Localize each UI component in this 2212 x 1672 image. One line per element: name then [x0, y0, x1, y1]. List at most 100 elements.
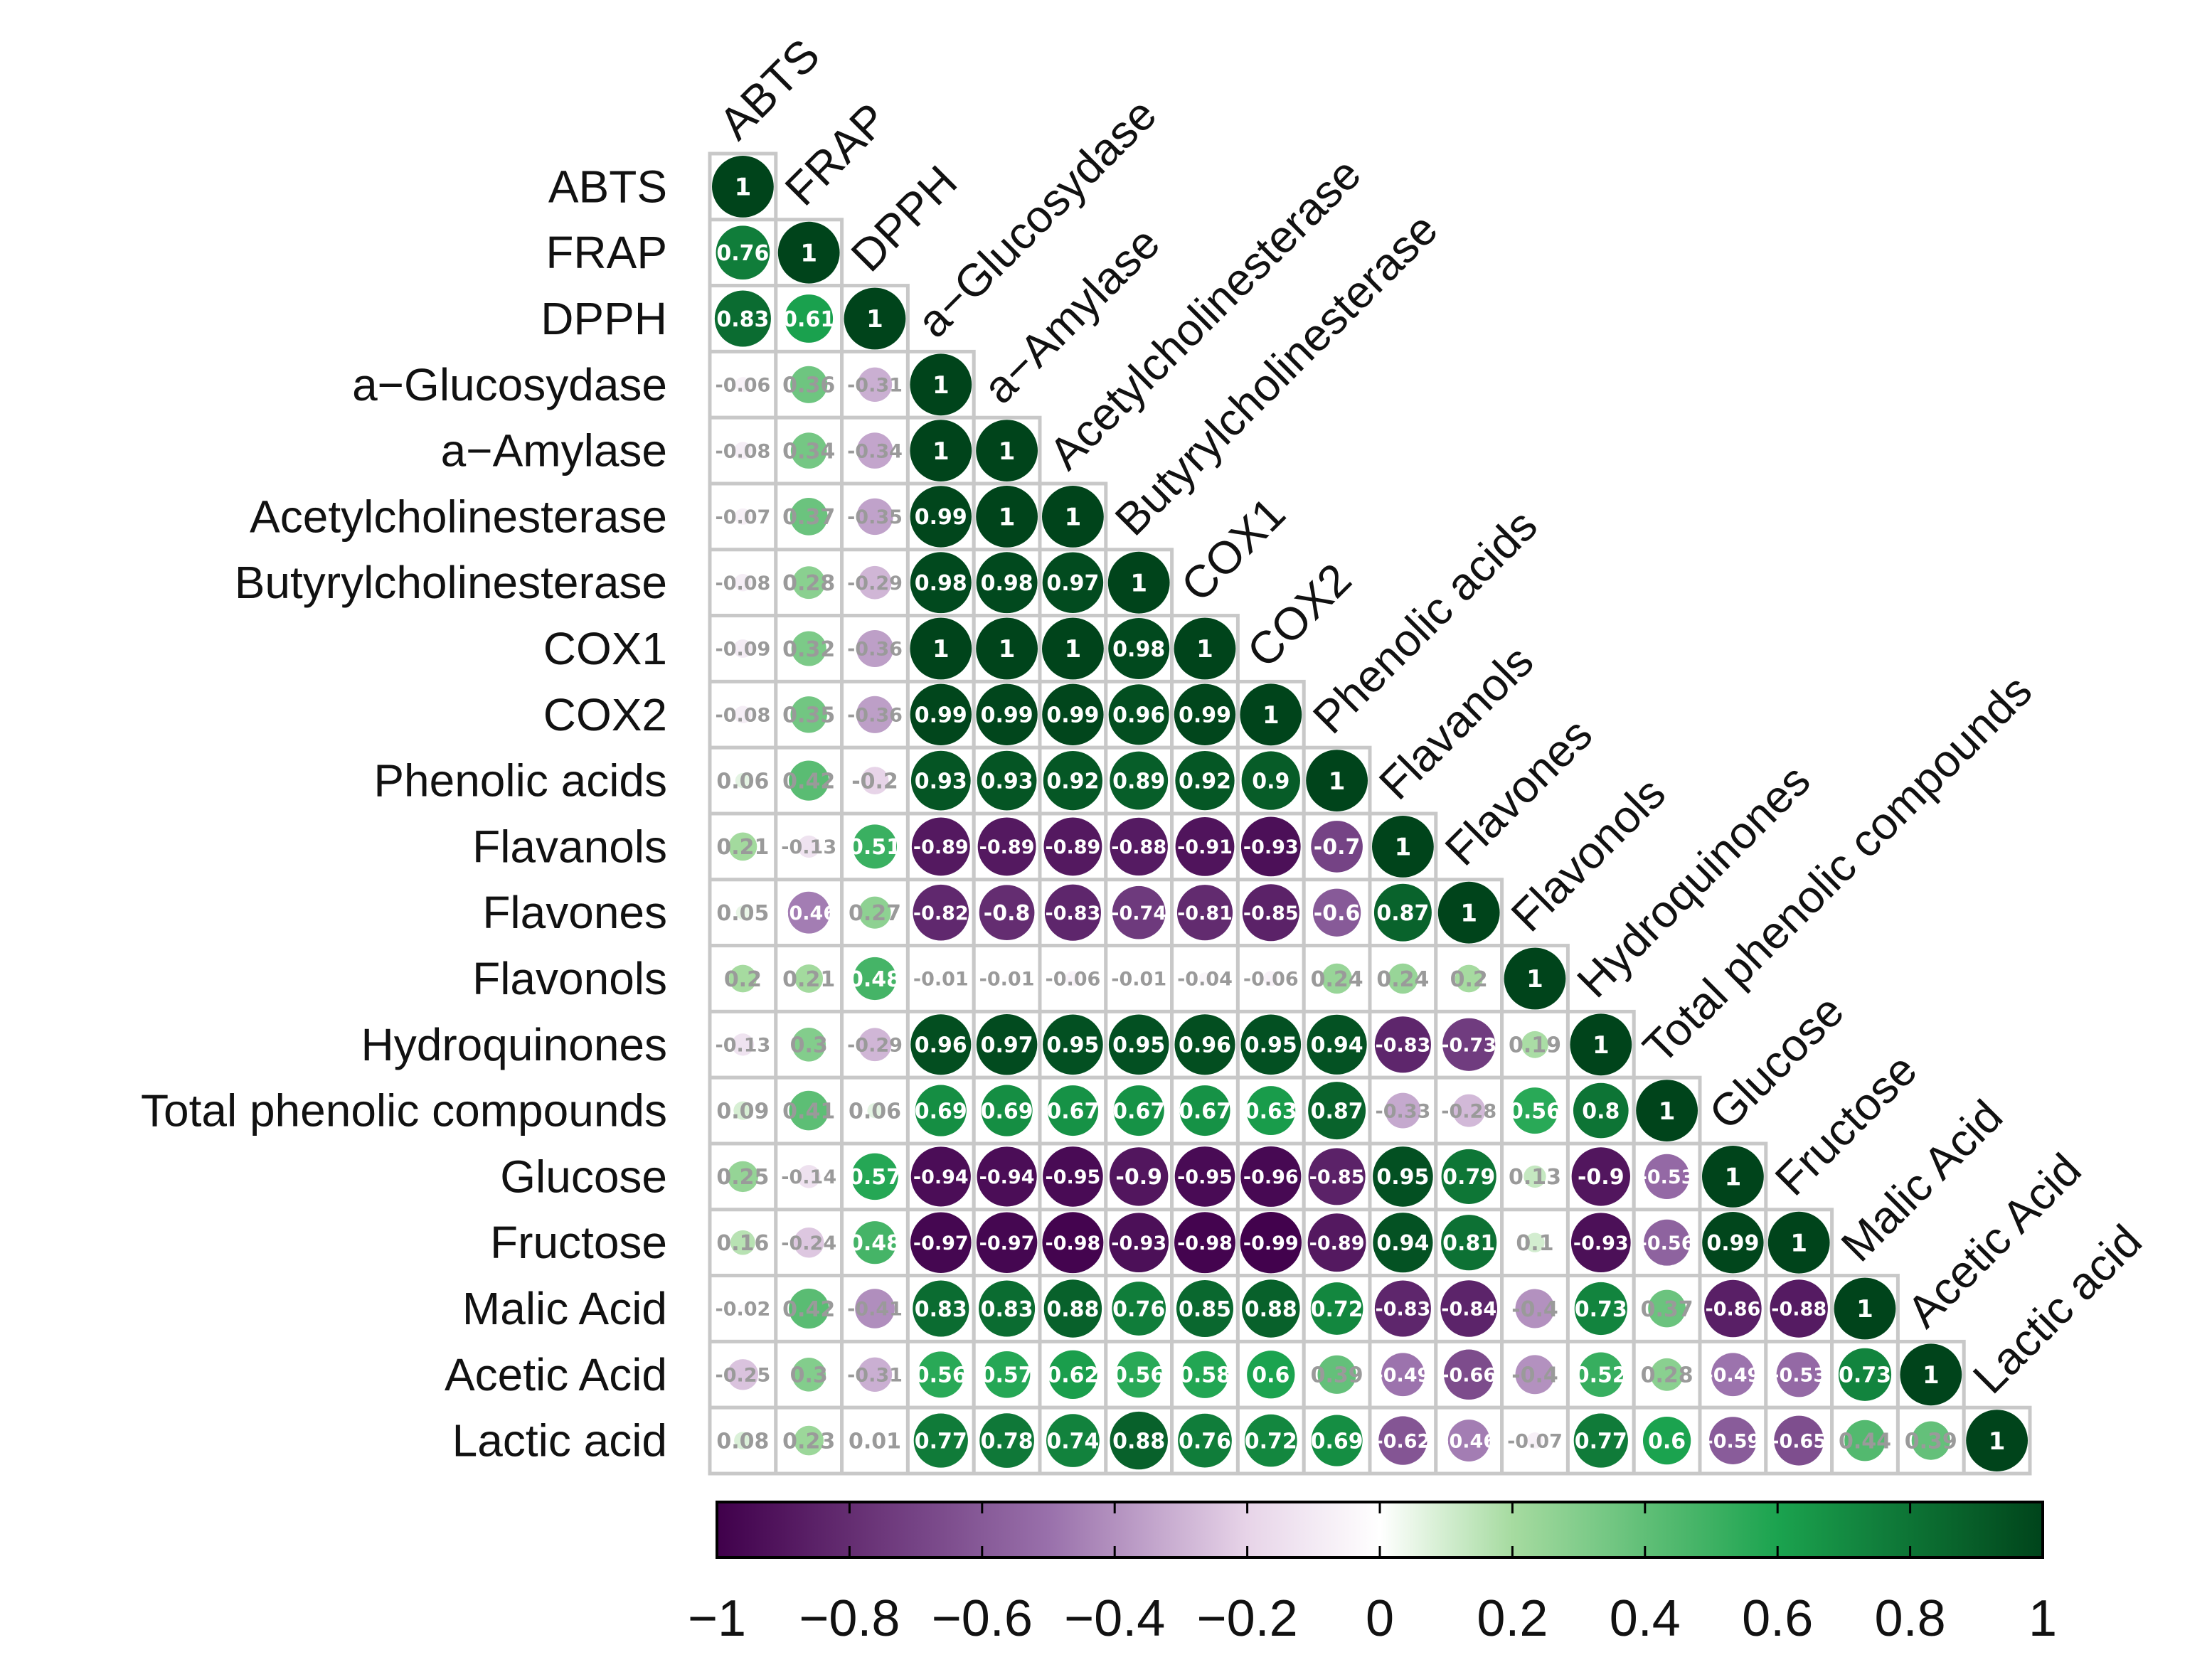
correlation-value: 0.37 — [782, 505, 835, 530]
correlation-circle — [1242, 1279, 1300, 1338]
correlation-circle — [734, 1432, 752, 1449]
correlation-value: -0.4 — [1511, 1363, 1558, 1388]
row-label: Malic Acid — [462, 1283, 667, 1334]
column-label: FRAP — [775, 93, 898, 215]
correlation-value: 0.61 — [782, 307, 835, 332]
correlation-value: 0.81 — [1442, 1231, 1495, 1256]
correlation-value: 0.27 — [849, 901, 901, 926]
correlation-value: 0.72 — [1245, 1429, 1297, 1454]
correlation-circle — [1065, 971, 1081, 986]
correlation-circle — [712, 156, 774, 218]
correlation-circle — [1174, 1014, 1235, 1075]
matrix-cell — [708, 1339, 778, 1410]
correlation-circle — [1966, 1410, 2028, 1471]
correlation-circle — [910, 750, 971, 811]
matrix-cell — [708, 1405, 778, 1476]
correlation-circle — [789, 1288, 829, 1329]
correlation-circle — [1247, 1351, 1295, 1399]
correlation-value: 0.39 — [1311, 1363, 1363, 1388]
correlation-value: -0.93 — [1111, 1232, 1166, 1255]
column-label: a−Glucosydase — [907, 88, 1166, 347]
correlation-value: -0.94 — [979, 1166, 1035, 1188]
correlation-value: 0.95 — [1245, 1033, 1297, 1058]
correlation-value: 0.52 — [1575, 1363, 1627, 1388]
correlation-circle — [1043, 750, 1103, 811]
correlation-circle — [793, 1227, 824, 1258]
correlation-circle — [1322, 963, 1352, 994]
row-label: ABTS — [548, 161, 667, 212]
correlation-circle — [1308, 1082, 1366, 1140]
correlation-value: 0.96 — [915, 1033, 967, 1058]
correlation-circle — [1570, 1013, 1632, 1076]
correlation-value: -0.89 — [1045, 836, 1100, 858]
correlation-circle — [1179, 1085, 1230, 1136]
correlation-value: 0.06 — [849, 1099, 901, 1124]
correlation-value: 0.72 — [1311, 1297, 1363, 1322]
correlation-value: 0.99 — [915, 703, 967, 728]
correlation-value: -0.28 — [1441, 1100, 1496, 1122]
correlation-circle — [1042, 486, 1104, 548]
correlation-value: 0.57 — [981, 1363, 1033, 1388]
correlation-value: -0.83 — [1375, 1035, 1430, 1057]
correlation-circle — [1770, 1279, 1828, 1338]
correlation-circle — [1115, 1351, 1162, 1398]
correlation-value: 0.48 — [849, 1231, 901, 1256]
correlation-circle — [735, 377, 751, 393]
correlation-value: -0.09 — [715, 639, 770, 661]
correlation-circle — [792, 566, 826, 600]
correlation-value: -0.74 — [1111, 902, 1166, 925]
correlation-circle — [855, 1289, 895, 1328]
correlation-circle — [1642, 1416, 1691, 1465]
correlation-circle — [790, 432, 827, 469]
correlation-circle — [976, 486, 1038, 548]
correlation-circle — [856, 498, 893, 536]
correlation-circle — [734, 573, 752, 592]
correlation-circle — [1648, 1289, 1686, 1328]
row-label: FRAP — [546, 227, 667, 278]
correlation-value: 0.9 — [1252, 769, 1290, 794]
correlation-circle — [1702, 1212, 1764, 1274]
correlation-circle — [1776, 1352, 1822, 1397]
colorbar-tick-label: −0.2 — [1197, 1590, 1298, 1647]
correlation-value: 0.09 — [716, 1099, 769, 1124]
correlation-circle — [1573, 1413, 1628, 1468]
correlation-value: 0.95 — [1112, 1033, 1165, 1058]
correlation-circle — [853, 824, 897, 869]
correlation-circle — [976, 683, 1038, 745]
correlation-circle — [1521, 1031, 1548, 1058]
correlation-value: 1 — [999, 504, 1016, 532]
correlation-value: -0.83 — [1045, 902, 1100, 925]
correlation-circle — [1838, 1348, 1892, 1401]
correlation-circle — [1113, 1085, 1164, 1136]
correlation-value: -0.29 — [847, 1035, 903, 1057]
correlation-circle — [856, 629, 894, 668]
correlation-value: 0.88 — [1245, 1297, 1297, 1322]
column-label: COX2 — [1237, 553, 1361, 677]
correlation-circle — [1110, 1147, 1169, 1206]
matrix-cell — [1368, 944, 1438, 1013]
correlation-value: -0.99 — [1243, 1232, 1299, 1255]
correlation-value: 0.6 — [1252, 1363, 1290, 1388]
correlation-circle — [738, 1304, 748, 1314]
correlation-circle — [1048, 1350, 1097, 1399]
correlation-circle — [716, 225, 770, 280]
correlation-value: 0.97 — [1046, 571, 1099, 596]
correlation-circle — [1047, 1085, 1098, 1136]
correlation-value: -0.41 — [847, 1299, 903, 1321]
correlation-circle — [1175, 817, 1235, 876]
correlation-value: 0.06 — [716, 769, 769, 794]
correlation-value: 0.94 — [1311, 1033, 1363, 1058]
correlation-value: -0.95 — [1045, 1166, 1100, 1188]
correlation-circle — [1176, 1279, 1234, 1338]
correlation-circle — [1573, 1082, 1629, 1139]
correlation-value: -0.97 — [913, 1232, 969, 1255]
row-label: COX2 — [543, 689, 667, 740]
column-label: DPPH — [841, 156, 967, 282]
correlation-circle — [1110, 751, 1169, 810]
row-label: Fructose — [490, 1217, 667, 1268]
correlation-circle — [1043, 1014, 1103, 1075]
correlation-value: 1 — [1395, 834, 1412, 862]
correlation-value: 0.56 — [915, 1363, 967, 1388]
correlation-circle — [1526, 1432, 1543, 1449]
correlation-value: -0.8 — [984, 901, 1031, 926]
